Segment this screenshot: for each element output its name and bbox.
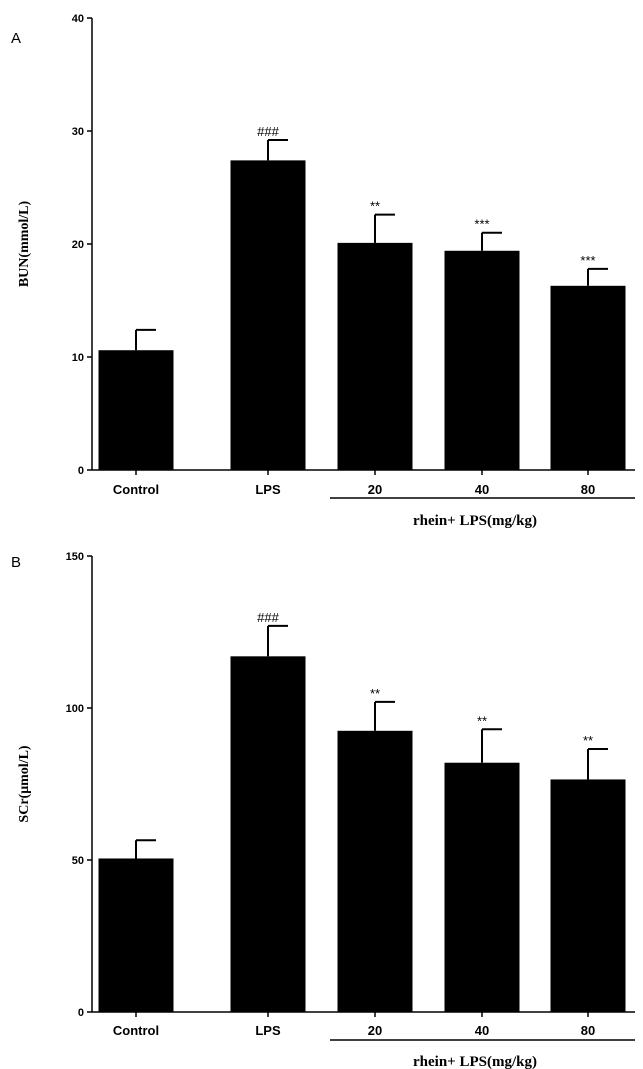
panel-letter: A [11,30,21,47]
bar [337,730,413,1012]
category-label: 40 [475,1023,489,1038]
y-tick-label: 0 [78,465,84,477]
bar [550,779,626,1012]
significance-marker: ### [257,610,279,625]
bar [444,762,520,1012]
category-label: Control [113,1023,159,1038]
group-label: rhein+ LPS(mg/kg) [413,1054,537,1069]
panel-a: A 0 10 20 30 40 BUN(mmol/L) Control ### LPS ** 20 **… [11,13,635,529]
significance-marker: ### [257,124,279,139]
category-label: 20 [368,1023,382,1038]
category-label: 40 [475,482,489,497]
panel-b: B 0 50 100 150 SCr(μmol/L) Control ### LPS ** 20 **… [11,551,635,1069]
y-tick-label: 150 [66,551,84,563]
category-label: 80 [581,482,595,497]
y-tick-label: 50 [72,855,84,867]
y-tick-label: 0 [78,1007,84,1019]
significance-marker: *** [474,217,489,232]
bar [230,160,306,470]
significance-marker: ** [583,733,593,748]
significance-marker: ** [370,686,380,701]
category-label: LPS [255,1023,281,1038]
bar [230,656,306,1012]
y-axis-label: SCr(μmol/L) [17,745,32,822]
y-tick-label: 40 [72,13,84,25]
group-label: rhein+ LPS(mg/kg) [413,513,537,529]
significance-marker: *** [580,253,595,268]
category-label: LPS [255,482,281,497]
y-tick-label: 10 [72,352,84,364]
bar [98,350,174,470]
y-axis-label: BUN(mmol/L) [17,201,32,288]
bar [550,285,626,470]
y-tick-label: 20 [72,239,84,251]
category-label: 20 [368,482,382,497]
category-label: Control [113,482,159,497]
significance-marker: ** [370,199,380,214]
y-tick-label: 100 [66,703,84,715]
y-tick-label: 30 [72,126,84,138]
bar [444,250,520,470]
panel-letter: B [11,554,21,571]
bar [337,242,413,470]
significance-marker: ** [477,713,487,728]
bar [98,858,174,1012]
category-label: 80 [581,1023,595,1038]
